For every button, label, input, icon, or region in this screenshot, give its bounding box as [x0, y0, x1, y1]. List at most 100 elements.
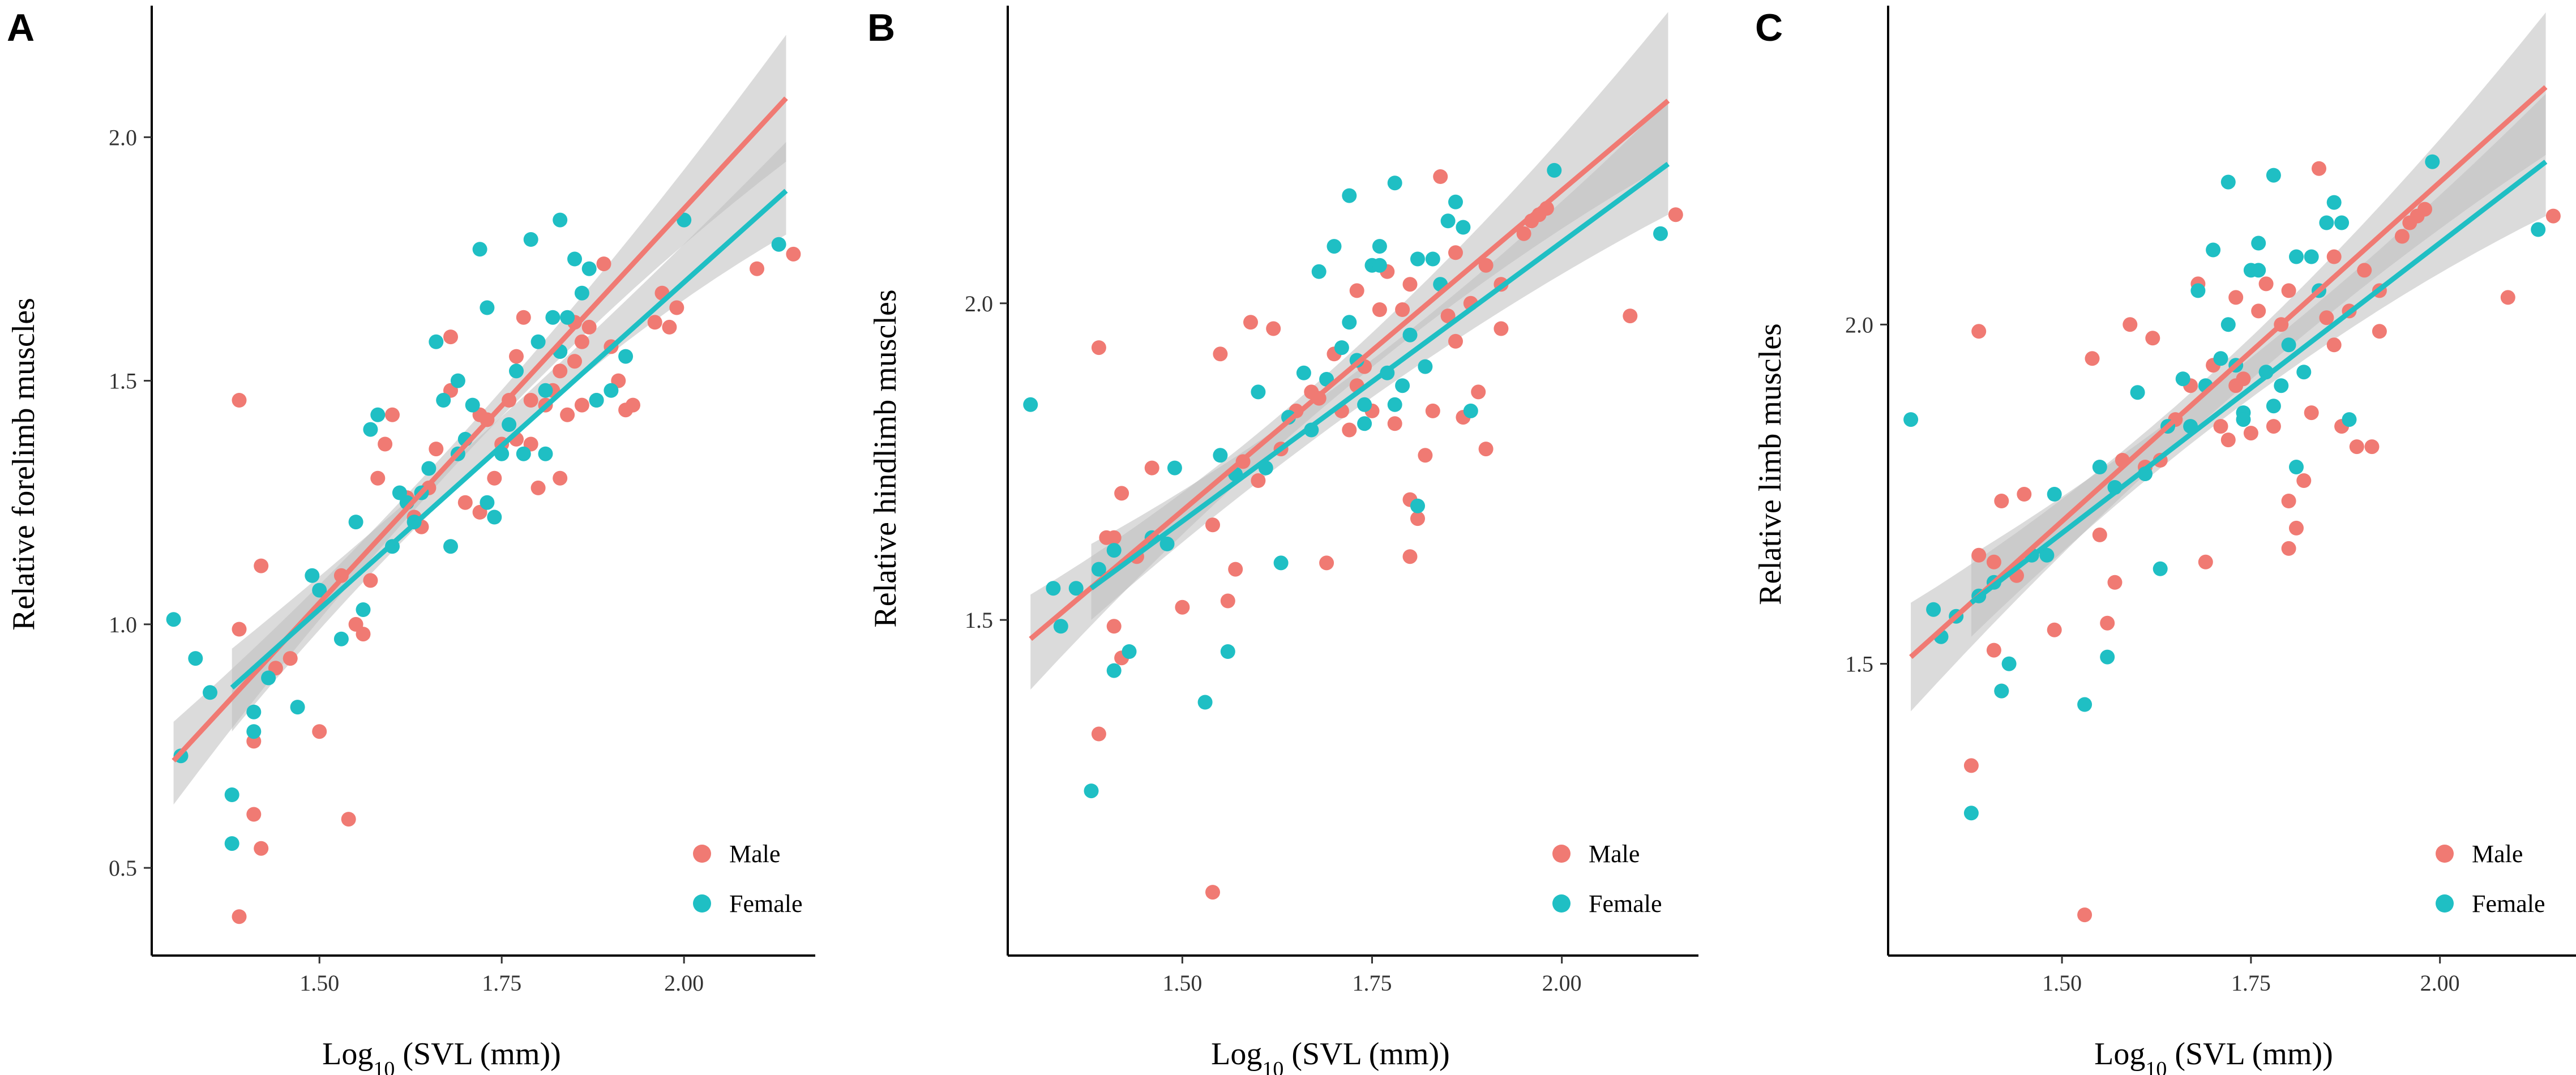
x-tick-label: 1.50: [1162, 970, 1202, 996]
data-point-female: [1159, 536, 1175, 551]
panel-a: A 1.50 1.75 2.00 0.5 1.0 1.5 2.0 Male Female Log…: [6, 6, 815, 1075]
data-point-male: [1478, 442, 1494, 457]
data-point-female: [356, 602, 371, 617]
data-point-female: [516, 446, 531, 461]
data-point-female: [2039, 547, 2055, 563]
data-point-female: [166, 612, 181, 627]
data-point-male: [443, 329, 458, 345]
data-point-male: [750, 261, 764, 276]
data-point-female: [188, 651, 203, 666]
data-point-male: [2085, 351, 2100, 366]
y-axis-label: Relative hindlimb muscles: [868, 289, 903, 627]
data-point-male: [2017, 487, 2032, 502]
data-point-female: [1387, 175, 1402, 191]
data-point-female: [1395, 378, 1410, 393]
data-point-female: [1342, 315, 1357, 330]
data-point-male: [2213, 419, 2228, 434]
data-point-female: [1326, 239, 1342, 254]
legend-marker-male: [1552, 845, 1571, 863]
data-point-male: [1220, 593, 1235, 609]
data-point-female: [246, 724, 262, 739]
data-point-female: [574, 285, 589, 301]
data-point-male: [1342, 422, 1357, 438]
legend-label-female: Female: [1589, 890, 1662, 918]
legend: Male Female: [2436, 840, 2545, 918]
data-point-female: [487, 509, 502, 525]
data-point-female: [2319, 215, 2334, 230]
data-point-male: [2394, 229, 2410, 244]
x-tick-label: 1.75: [482, 970, 521, 996]
data-point-male: [1986, 554, 2001, 569]
data-point-female: [2001, 656, 2017, 671]
plot-area: 1.50 1.75 2.00 0.5 1.0 1.5 2.0 Male Female: [109, 6, 815, 996]
data-point-female: [2251, 263, 2266, 278]
data-point-male: [1478, 258, 1494, 273]
data-point-male: [596, 256, 611, 272]
data-point-male: [1402, 277, 1418, 292]
legend-label-female: Female: [2472, 890, 2545, 918]
data-point-female: [2190, 283, 2206, 298]
data-point-female: [1091, 562, 1106, 577]
data-point-female: [203, 685, 217, 700]
data-point-male: [2326, 337, 2342, 353]
data-point-male: [2281, 494, 2296, 508]
x-tick-label: 1.50: [299, 970, 339, 996]
data-point-male: [2107, 575, 2123, 590]
data-point-female: [1994, 683, 2009, 699]
data-point-male: [560, 407, 575, 422]
data-point-male: [2349, 439, 2364, 455]
data-point-male: [567, 354, 582, 369]
data-point-female: [2220, 317, 2236, 332]
data-point-male: [553, 470, 568, 486]
data-point-female: [370, 407, 386, 422]
data-point-male: [312, 724, 327, 739]
data-point-female: [2274, 378, 2289, 393]
data-point-female: [1448, 194, 1463, 209]
data-point-male: [1387, 416, 1402, 431]
data-point-female: [2092, 460, 2107, 474]
x-tick-label: 1.75: [2231, 970, 2271, 996]
data-point-female: [2281, 337, 2296, 353]
data-point-male: [1516, 226, 1531, 241]
data-point-female: [429, 334, 444, 349]
y-tick-label: 2.0: [1845, 312, 1873, 337]
legend-marker-male: [2436, 845, 2454, 863]
data-point-male: [509, 349, 524, 364]
data-point-male: [2312, 161, 2326, 176]
data-point-male: [574, 334, 589, 349]
data-point-female: [1273, 555, 1289, 571]
data-point-male: [232, 393, 247, 408]
y-axis-label: Relative limb muscles: [1753, 323, 1788, 605]
data-point-male: [363, 573, 378, 588]
y-axis-label: Relative forelimb muscles: [6, 298, 41, 631]
data-point-male: [1971, 324, 1987, 339]
data-point-male: [2296, 473, 2312, 488]
data-point-male: [2077, 907, 2093, 923]
data-point-female: [545, 310, 560, 325]
data-point-male: [2243, 426, 2258, 441]
data-point-male: [523, 393, 538, 408]
data-point-female: [224, 836, 239, 851]
data-point-female: [1068, 581, 1084, 596]
data-point-male: [2220, 432, 2236, 448]
data-point-female: [480, 300, 495, 315]
data-point-female: [1463, 403, 1478, 418]
data-point-female: [523, 232, 538, 247]
y-tick-label: 1.0: [109, 612, 137, 637]
y-tick-label: 0.5: [109, 855, 137, 881]
data-point-female: [1046, 581, 1061, 596]
data-point-female: [538, 383, 553, 398]
data-point-male: [2281, 541, 2296, 556]
data-point-female: [1653, 226, 1668, 241]
data-point-female: [1410, 251, 1425, 267]
data-point-female: [2077, 697, 2093, 712]
data-point-male: [457, 495, 473, 510]
data-point-male: [487, 470, 502, 486]
data-point-female: [509, 363, 524, 379]
fit-line-female: [1089, 162, 1670, 590]
data-point-male: [356, 627, 371, 642]
data-point-female: [480, 495, 495, 510]
data-point-female: [2289, 460, 2304, 474]
data-point-male: [1623, 309, 1638, 324]
x-tick-label: 2.00: [2420, 970, 2460, 996]
